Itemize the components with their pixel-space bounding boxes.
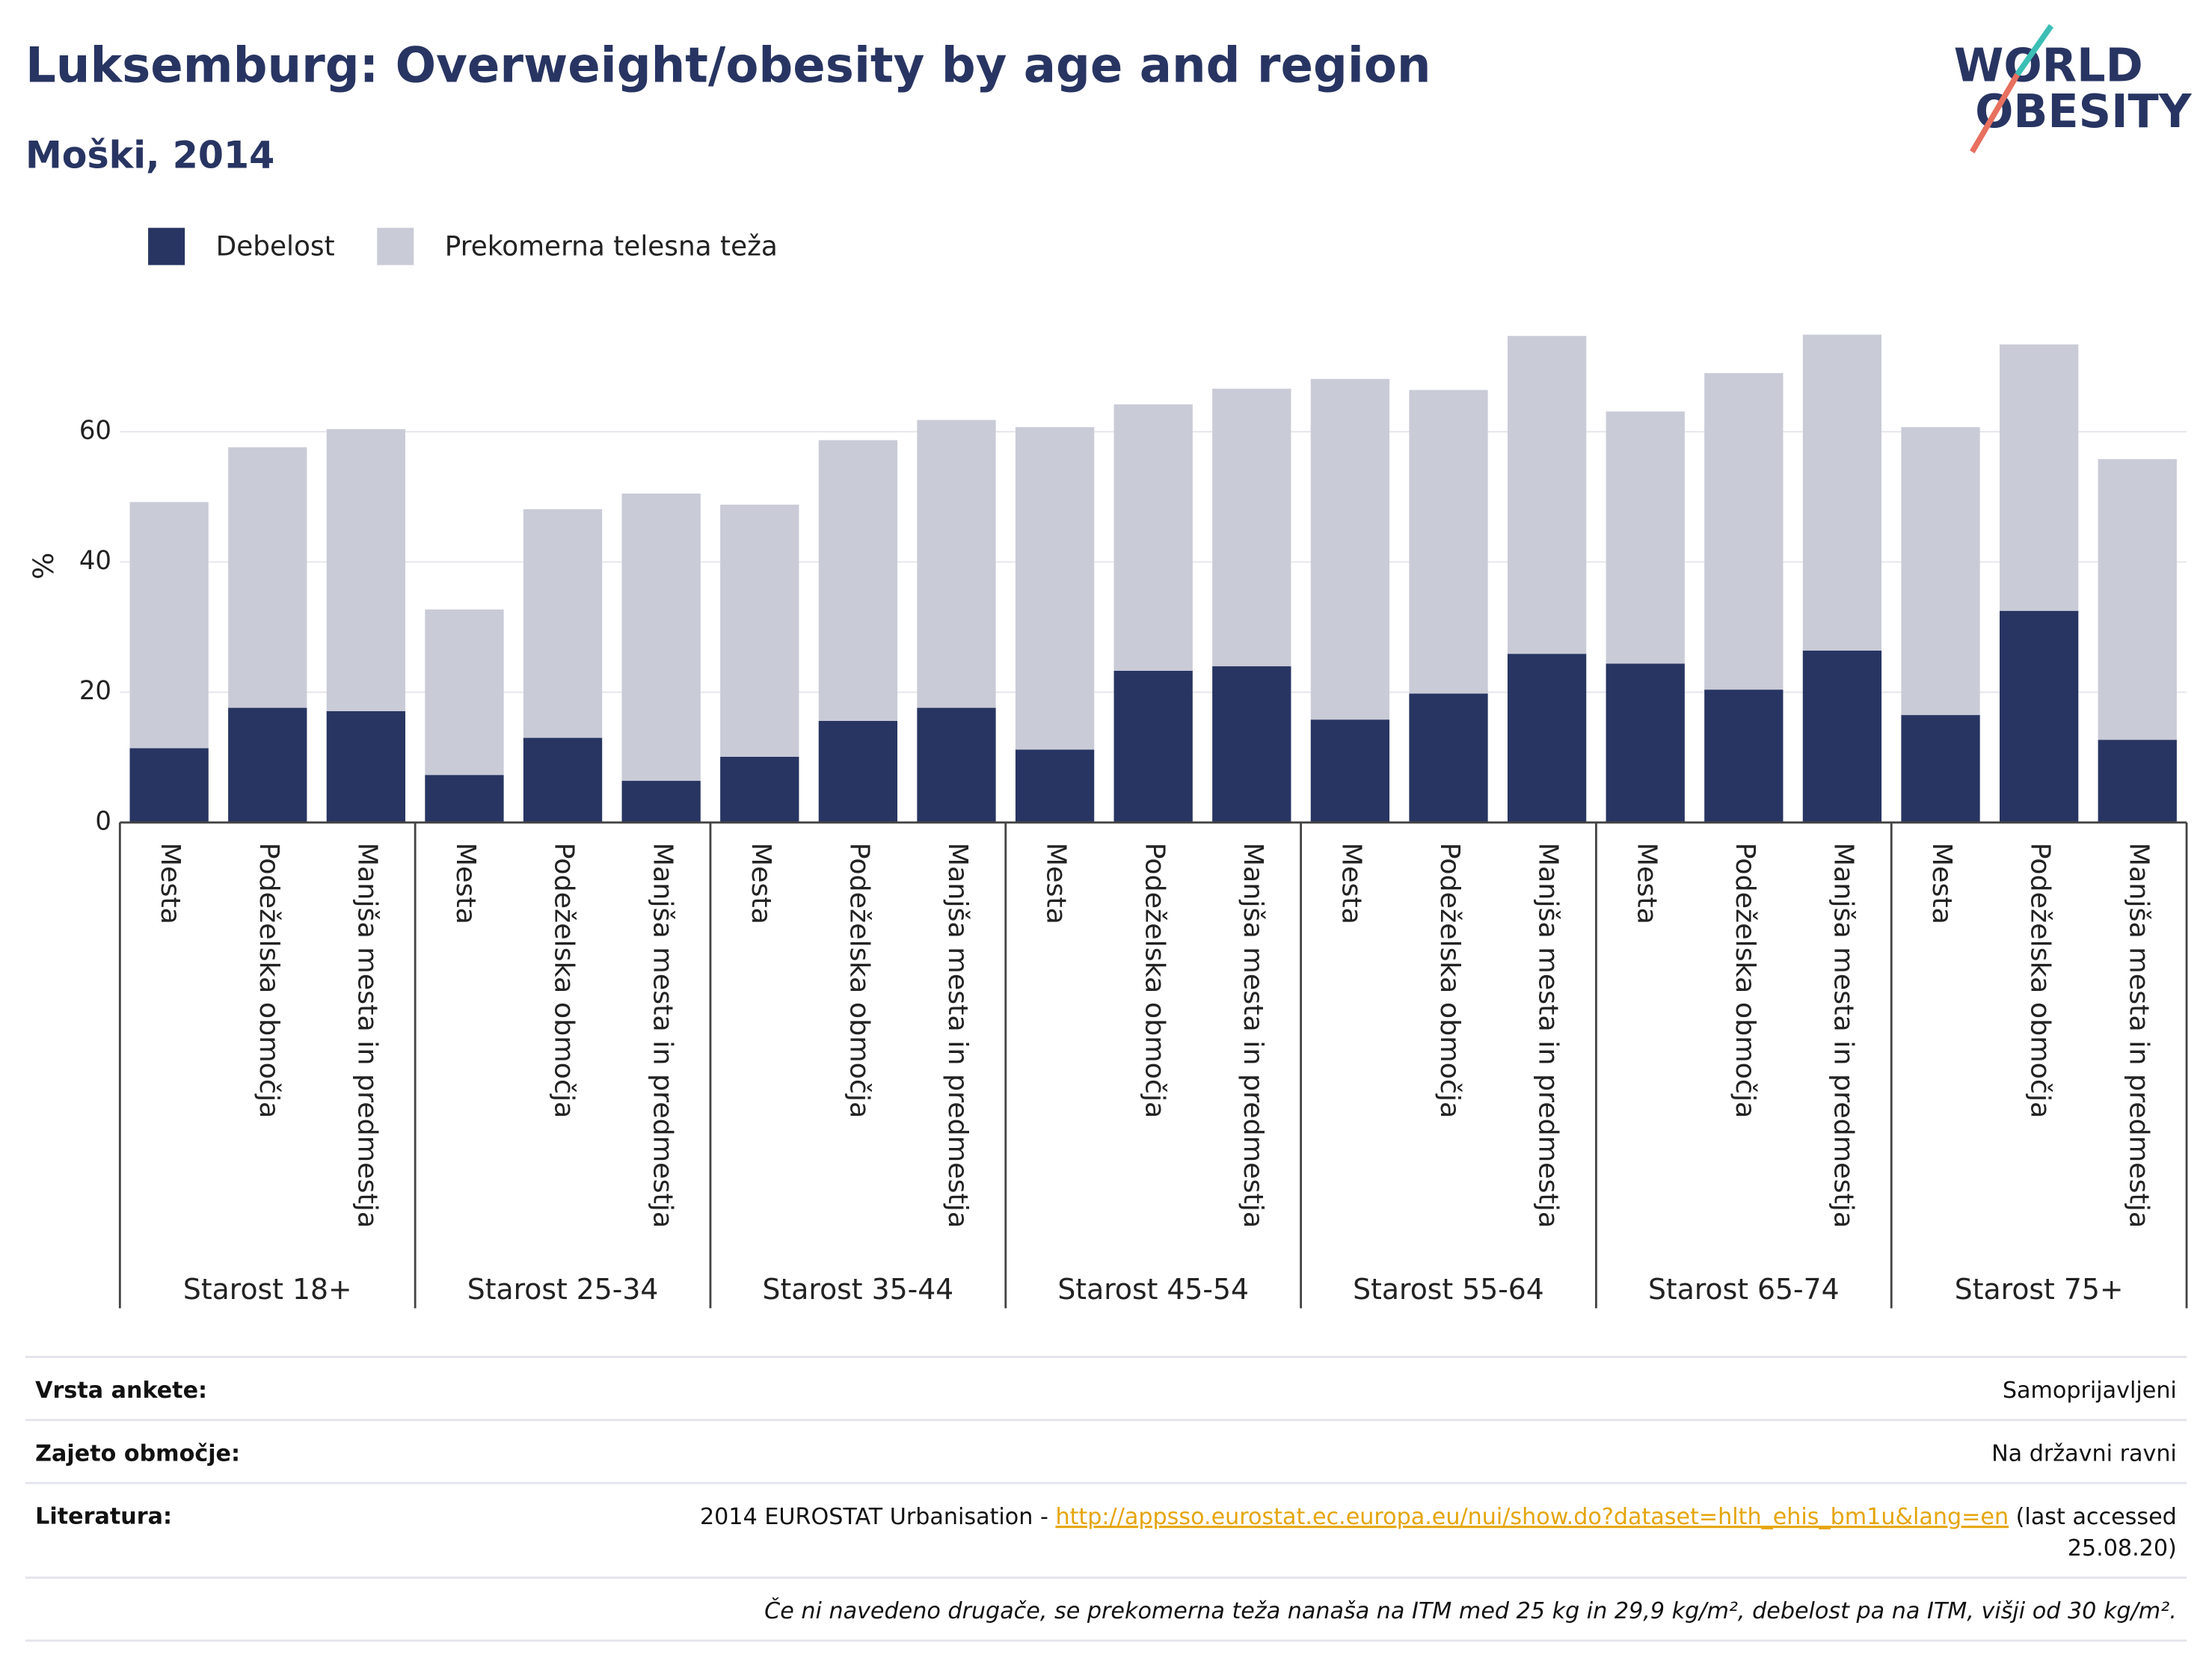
x-tick-label: Mesta [1926, 843, 1958, 924]
bar-segment [621, 781, 701, 823]
x-tick-label: Podeželska območja [844, 843, 876, 1119]
group-label: Starost 35-44 [763, 1273, 954, 1306]
bar-segment [129, 748, 209, 823]
reference-prefix: 2014 EUROSTAT Urbanisation - [700, 1503, 1055, 1529]
x-tick-label: Podeželska območja [254, 843, 286, 1119]
bar-segment [326, 710, 406, 823]
bar-segment [129, 502, 209, 749]
y-tick-label: 20 [79, 676, 111, 706]
bar-segment [1015, 749, 1095, 823]
bar-segment [2098, 740, 2177, 823]
chart-subtitle: Moški, 2014 [25, 133, 274, 176]
bar-segment [523, 509, 603, 738]
group-label: Starost 55-64 [1353, 1273, 1544, 1306]
x-tick-label: Manjša mesta in predmestja [647, 843, 679, 1229]
group-label: Starost 65-74 [1648, 1273, 1840, 1306]
y-tick-label: 60 [79, 416, 111, 446]
table-label: Vrsta ankete: [35, 1378, 207, 1404]
bar-segment [1113, 404, 1193, 671]
bar-segment [1212, 666, 1291, 823]
bar-segment [818, 440, 898, 721]
x-tick-label: Manjša mesta in predmestja [1533, 843, 1565, 1229]
bar-segment [1409, 693, 1488, 823]
reference: 2014 EUROSTAT Urbanisation - http://apps… [700, 1503, 2177, 1529]
x-tick-label: Podeželska območja [1434, 843, 1466, 1119]
group-label: Starost 45-54 [1057, 1273, 1249, 1306]
table-value: Na državni ravni [1991, 1440, 2177, 1467]
bar-segment [1999, 610, 2079, 823]
bar-segment [1704, 372, 1784, 690]
bar-segment [818, 720, 898, 823]
x-tick-label: Podeželska območja [1730, 843, 1762, 1119]
y-tick-label: 40 [79, 546, 111, 576]
bar-segment [720, 756, 799, 823]
x-tick-label: Mesta [1336, 843, 1368, 924]
x-tick-label: Podeželska območja [1139, 843, 1171, 1119]
table-value: Samoprijavljeni [2003, 1378, 2177, 1404]
bar-segment [1901, 427, 1980, 716]
table-label: Zajeto območje: [35, 1440, 240, 1467]
bar-segment [1212, 388, 1291, 666]
legend-swatch [148, 227, 185, 265]
bar-segment [425, 775, 504, 823]
x-tick-label: Mesta [1631, 843, 1663, 924]
bar-segment [1113, 670, 1193, 823]
logo: OBESITY [1975, 86, 2192, 139]
x-tick-label: Manjša mesta in predmestja [1828, 843, 1861, 1229]
bar-segment [228, 447, 307, 708]
reference-link[interactable]: http://appsso.eurostat.ec.europa.eu/nui/… [1055, 1503, 2009, 1529]
x-tick-label: Manjša mesta in predmestja [2123, 843, 2155, 1229]
reference-suffix: (last accessed [2009, 1503, 2177, 1529]
bar-segment [2098, 458, 2177, 740]
group-label: Starost 75+ [1955, 1273, 2124, 1306]
bar-segment [425, 610, 504, 776]
bar-segment [1507, 654, 1587, 823]
bar-segment [523, 737, 603, 823]
bar-segment [1310, 378, 1390, 720]
footnote: Če ni navedeno drugače, se prekomerna te… [764, 1597, 2177, 1624]
x-tick-label: Manjša mesta in predmestja [1238, 843, 1270, 1229]
legend-swatch [377, 227, 414, 265]
table-label: Literatura: [35, 1503, 172, 1529]
bar-segment [621, 493, 701, 782]
group-label: Starost 18+ [183, 1273, 352, 1306]
x-tick-label: Mesta [746, 843, 778, 924]
bar-segment [917, 707, 996, 823]
logo: WORLD [1954, 40, 2143, 93]
reference-suffix: 25.08.20) [2068, 1535, 2177, 1562]
bar-segment [917, 420, 996, 708]
bar-segment [326, 429, 406, 711]
bar-segment [1901, 715, 1980, 823]
bar-segment [1310, 719, 1390, 823]
chart-title: Luksemburg: Overweight/obesity by age an… [25, 37, 1431, 94]
logo-slash [1970, 73, 2020, 154]
legend-label: Prekomerna telesna teža [445, 230, 778, 262]
bar-segment [228, 707, 307, 823]
x-tick-label: Podeželska območja [549, 843, 581, 1119]
bar-segment [1802, 650, 1882, 823]
x-tick-label: Manjša mesta in predmestja [352, 843, 384, 1229]
x-tick-label: Podeželska območja [2025, 843, 2057, 1119]
x-tick-label: Mesta [450, 843, 482, 924]
bar-segment [1507, 336, 1587, 654]
bar-segment [1704, 690, 1784, 823]
bar-segment [1999, 344, 2079, 611]
bar-segment [1409, 390, 1488, 694]
group-label: Starost 25-34 [467, 1273, 659, 1306]
bar-segment [1802, 334, 1882, 651]
bar-segment [720, 504, 799, 757]
x-tick-label: Manjša mesta in predmestja [942, 843, 974, 1229]
bar-segment [1606, 663, 1685, 823]
bar-segment [1015, 427, 1095, 750]
logo-slash [2015, 24, 2054, 76]
bar-segment [1606, 411, 1685, 664]
legend-label: Debelost [216, 230, 335, 262]
y-tick-label: 0 [95, 806, 111, 836]
y-axis-label: % [27, 553, 60, 580]
x-tick-label: Mesta [155, 843, 187, 924]
x-tick-label: Mesta [1041, 843, 1073, 924]
